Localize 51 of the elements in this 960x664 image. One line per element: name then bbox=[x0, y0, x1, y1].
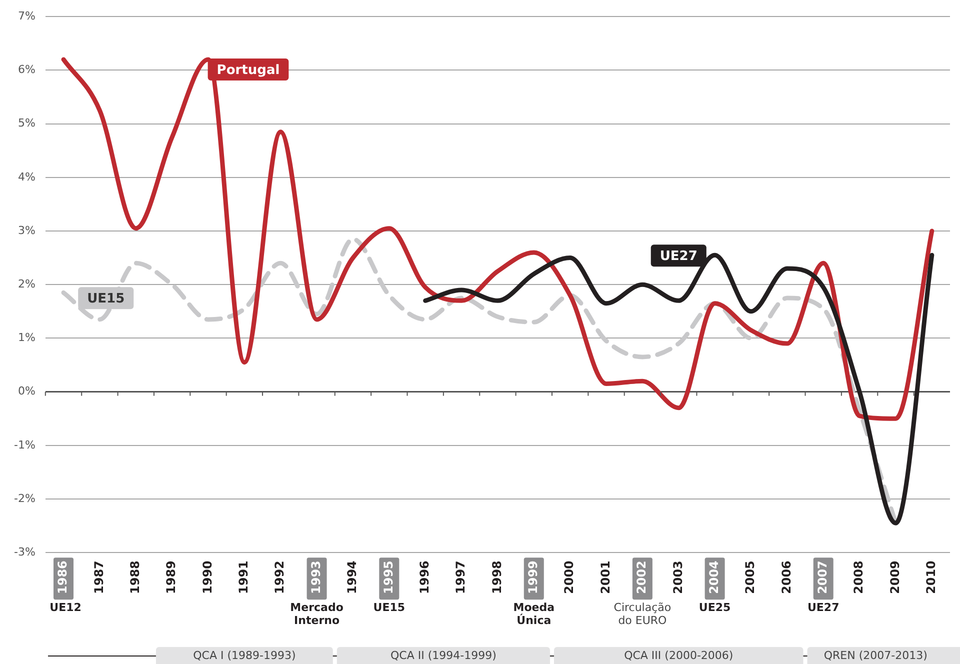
x-tick-label: 1997 bbox=[454, 560, 468, 594]
x-tick-label: 1990 bbox=[200, 560, 214, 594]
y-tick-label: 4% bbox=[18, 170, 36, 184]
series-label: UE27 bbox=[660, 249, 698, 264]
y-tick-label: 6% bbox=[18, 63, 36, 76]
x-tick-label: 1996 bbox=[417, 560, 432, 594]
x-tick-label: 1992 bbox=[272, 560, 287, 594]
text: Moeda Única bbox=[513, 600, 555, 627]
x-tick-label: 1999 bbox=[526, 560, 540, 594]
y-tick-label: 5% bbox=[18, 116, 36, 130]
x-tick-label: 1991 bbox=[236, 560, 251, 594]
text: Mercado Interno bbox=[290, 600, 344, 627]
y-tick-label: -2% bbox=[14, 492, 36, 505]
x-tick-label: 1989 bbox=[164, 560, 178, 594]
line-series bbox=[61, 57, 934, 421]
series-label: UE15 bbox=[87, 292, 125, 307]
text: QREN (2007-2013) bbox=[824, 648, 928, 662]
x-tick-label: 2000 bbox=[562, 560, 576, 594]
x-tick-label: 2001 bbox=[598, 560, 612, 594]
text: QCA III (2000-2006) bbox=[624, 648, 734, 662]
y-tick-label: 2% bbox=[18, 277, 36, 290]
x-tick-label: 1995 bbox=[381, 560, 396, 594]
y-tick-label: 0% bbox=[18, 384, 36, 398]
y-tick-label: 7% bbox=[18, 9, 36, 22]
x-tick-label: 1987 bbox=[92, 560, 106, 594]
y-tick-label: -3% bbox=[14, 545, 36, 558]
x-tick-label: 1993 bbox=[308, 560, 323, 594]
text: Circulação do EURO bbox=[614, 600, 672, 627]
text: UE12 bbox=[50, 600, 82, 614]
x-tick-label: 2007 bbox=[815, 560, 830, 594]
x-tick-label: 1988 bbox=[128, 560, 142, 594]
x-tick-label: 2003 bbox=[670, 560, 685, 594]
text: UE25 bbox=[698, 600, 731, 614]
x-tick-label: 1986 bbox=[56, 560, 70, 594]
x-tick-label: 1998 bbox=[490, 560, 504, 594]
x-tick-label: 2008 bbox=[852, 560, 866, 594]
text: UE27 bbox=[807, 600, 840, 614]
y-tick-label: 1% bbox=[18, 331, 36, 344]
text: QCA II (1994-1999) bbox=[390, 648, 496, 662]
series-label: Portugal bbox=[216, 62, 280, 78]
x-tick-label: 2004 bbox=[706, 560, 721, 594]
y-tick-label: 3% bbox=[18, 224, 36, 237]
x-tick-label: 2010 bbox=[924, 560, 938, 594]
text: UE15 bbox=[373, 600, 406, 614]
x-tick-label: 2002 bbox=[634, 560, 649, 594]
x-tick-label: 2006 bbox=[779, 560, 794, 594]
text: QCA I (1989-1993) bbox=[193, 648, 296, 662]
y-tick-label: -1% bbox=[14, 438, 36, 452]
x-tick-label: 2009 bbox=[888, 560, 902, 594]
x-tick-label: 2005 bbox=[743, 560, 758, 594]
x-tick-label: 1994 bbox=[345, 560, 360, 594]
